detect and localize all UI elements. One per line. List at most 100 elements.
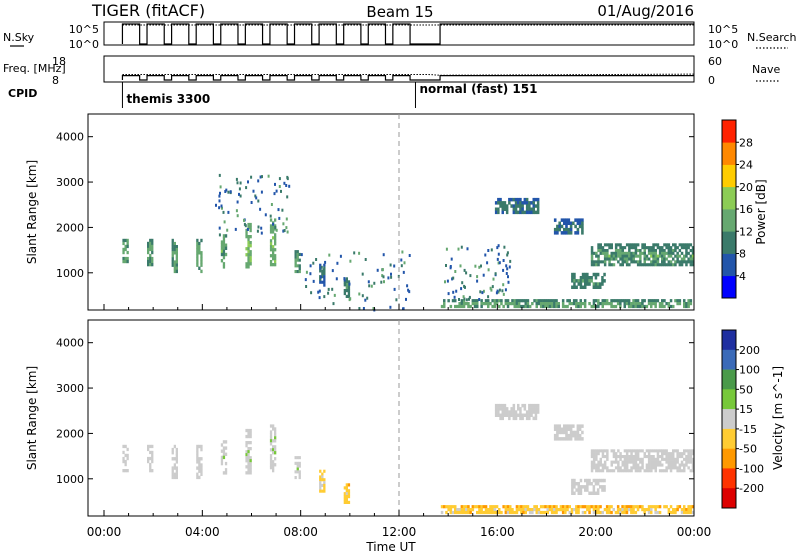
heatmap-cell [312, 261, 315, 265]
heatmap-cell [643, 299, 646, 303]
heatmap-cell [647, 257, 651, 261]
nsearch-label: N.Search [747, 31, 797, 44]
heatmap-cell [689, 455, 693, 459]
heatmap-cell [683, 452, 686, 456]
heatmap-cell [481, 291, 484, 295]
heatmap-cell [632, 455, 635, 459]
heatmap-cell [658, 469, 662, 473]
heatmap-cell [625, 263, 629, 267]
heatmap-cell [339, 254, 342, 258]
heatmap-cell [597, 508, 600, 512]
heatmap-cell [601, 488, 604, 492]
heatmap-cell [689, 449, 693, 453]
heatmap-cell [445, 505, 448, 509]
heatmap-cell [561, 299, 565, 303]
heatmap-cell [665, 263, 668, 267]
heatmap-cell [590, 491, 593, 495]
heatmap-cell [632, 299, 635, 303]
heatmap-cell [319, 263, 322, 267]
heatmap-cell [636, 299, 640, 303]
heatmap-cell [569, 231, 573, 235]
heatmap-cell [525, 204, 529, 208]
heatmap-cell [586, 482, 589, 486]
heatmap-cell [590, 260, 594, 264]
heatmap-cell [269, 248, 273, 252]
heatmap-cell [647, 469, 651, 473]
heatmap-cell [663, 452, 666, 456]
heatmap-cell [343, 289, 346, 293]
heatmap-cell [347, 286, 351, 290]
heatmap-cell [454, 299, 457, 303]
heatmap-cell [298, 267, 301, 271]
heatmap-cell [171, 469, 174, 473]
heatmap-cell [222, 243, 226, 247]
heatmap-cell [471, 299, 475, 303]
heatmap-cell [687, 452, 690, 456]
heatmap-cell [319, 489, 322, 493]
heatmap-cell [606, 243, 609, 247]
heatmap-cell [269, 214, 272, 218]
heatmap-cell [535, 510, 538, 515]
heatmap-cell [590, 249, 594, 253]
heatmap-cell [456, 510, 459, 515]
heatmap-cell [608, 246, 611, 250]
heatmap-cell [480, 508, 483, 512]
heatmap-cell [592, 302, 596, 306]
heatmap-cell [592, 457, 596, 461]
heatmap-cell [536, 201, 540, 205]
heatmap-cell [401, 250, 404, 254]
heatmap-cell [619, 257, 622, 261]
heatmap-cell [576, 231, 580, 235]
heatmap-cell [275, 228, 278, 232]
heatmap-cell [553, 304, 556, 309]
heatmap-cell [503, 245, 506, 249]
heatmap-cell [691, 469, 695, 473]
time-tick-label: 16:00 [480, 525, 515, 539]
heatmap-cell [636, 449, 640, 453]
heatmap-cell [669, 463, 673, 467]
heatmap-cell [503, 407, 507, 411]
heatmap-cell [402, 307, 405, 311]
heatmap-cell [245, 471, 248, 475]
heatmap-cell [247, 238, 250, 242]
heatmap-cell [676, 460, 679, 464]
heatmap-cell [505, 204, 509, 208]
heatmap-cell [524, 304, 527, 309]
heatmap-cell [595, 455, 598, 459]
heatmap-cell [687, 455, 690, 459]
heatmap-cell [661, 260, 664, 264]
heatmap-cell [443, 304, 446, 309]
heatmap-cell [575, 482, 578, 486]
heatmap-cell [581, 231, 584, 235]
heatmap-cell [272, 448, 275, 452]
heatmap-cell [630, 257, 633, 261]
heatmap-cell [634, 304, 638, 309]
heatmap-cell [247, 456, 250, 460]
heatmap-cell [323, 489, 326, 493]
ytick-label: 1000 [56, 267, 84, 280]
heatmap-cell [569, 437, 573, 441]
heatmap-cell [616, 299, 620, 303]
colorbar-tick-label: 15 [739, 403, 753, 416]
heatmap-cell [672, 263, 675, 267]
heatmap-cell [685, 455, 688, 459]
velocity-cbar-label-text: Velocity [m s^-1] [771, 366, 785, 470]
heatmap-cell [272, 251, 275, 255]
heatmap-cell [493, 508, 497, 512]
heatmap-cell [343, 492, 346, 496]
colorbar-segment [722, 409, 736, 430]
heatmap-cell [628, 263, 631, 267]
heatmap-cell [575, 488, 578, 492]
heatmap-cell [296, 464, 299, 468]
heatmap-cell [491, 304, 494, 309]
heatmap-cell [345, 495, 348, 499]
heatmap-cell [661, 302, 664, 306]
heatmap-cell [617, 449, 620, 453]
heatmap-cell [590, 251, 594, 255]
heatmap-cell [504, 288, 507, 292]
heatmap-cell [634, 463, 638, 467]
heatmap-cell [151, 238, 154, 243]
heatmap-cell [517, 204, 520, 208]
heatmap-cell [606, 254, 609, 258]
